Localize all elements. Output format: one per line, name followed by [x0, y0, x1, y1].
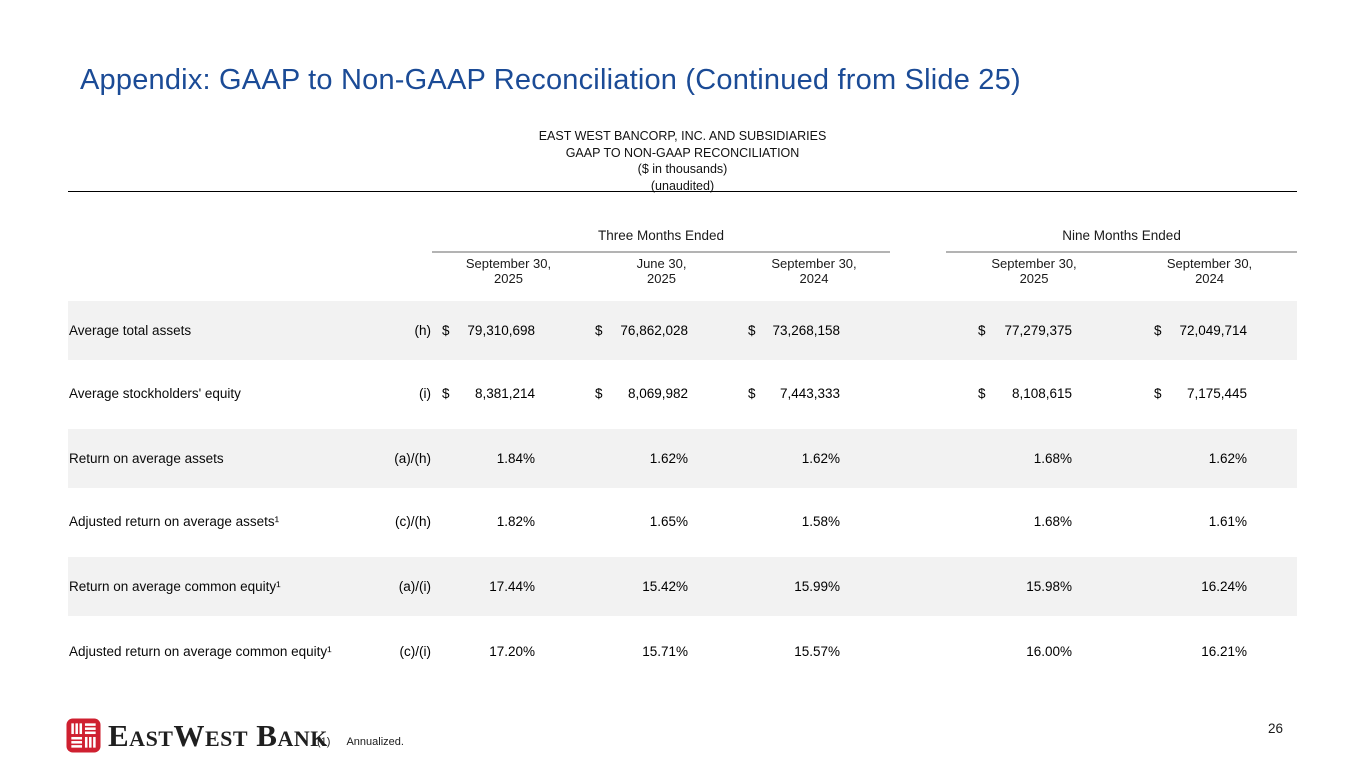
table-cell: $79,310,698 — [432, 295, 585, 364]
table-group-header-row: Three Months Ended Nine Months Ended — [68, 222, 1298, 253]
row-formula: (i) — [419, 386, 431, 402]
table-row: Average stockholders' equity (i) $8,381,… — [68, 362, 1297, 426]
row-formula: (a)/(h) — [390, 423, 432, 492]
table-cell: 1.84% — [432, 423, 585, 492]
row-label: Adjusted return on average assets¹ — [69, 514, 280, 530]
east-west-bank-logo-icon — [66, 718, 101, 753]
table-row: Adjusted return on average common equity… — [68, 618, 1297, 682]
statement-header-units: ($ in thousands) — [637, 162, 728, 176]
table-row: Adjusted return on average assets¹ (c)/(… — [68, 490, 1297, 554]
statement-header-unaudited: (unaudited) — [650, 178, 715, 193]
table-cell: $73,268,158 — [738, 295, 891, 364]
row-label: Return on average assets — [68, 423, 390, 492]
footnote-text: Annualized. — [346, 736, 404, 748]
table-cell: 17.20% — [489, 643, 535, 659]
row-formula: (h) — [390, 295, 432, 364]
table-cell: 1.62% — [738, 423, 891, 492]
table-cell: 1.68% — [1033, 514, 1073, 530]
row-formula: (c)/(h) — [395, 514, 431, 530]
table-cell: 17.44% — [432, 551, 585, 620]
table-cell: $8,069,982 — [595, 386, 688, 402]
table-cell: 15.99% — [738, 551, 891, 620]
table-cell: 1.65% — [649, 514, 688, 530]
table-cell: 15.42% — [585, 551, 738, 620]
table-cell: $8,381,214 — [442, 386, 535, 402]
group-header-nine-months: Nine Months Ended — [946, 222, 1298, 253]
statement-header-title: GAAP TO NON-GAAP RECONCILIATION — [565, 145, 800, 160]
table-cell: 16.24% — [1122, 551, 1298, 620]
table-cell: $7,443,333 — [748, 386, 841, 402]
footnote-marker: (1) — [317, 736, 331, 748]
table-cell: 1.61% — [1208, 514, 1248, 530]
table-cell: $72,049,714 — [1122, 295, 1298, 364]
table-cell: 1.62% — [1122, 423, 1298, 492]
footnote: (1) Annualized. — [317, 736, 404, 748]
row-formula: (c)/(i) — [399, 643, 431, 659]
statement-header: EAST WEST BANCORP, INC. AND SUBSIDIARIES… — [68, 128, 1297, 194]
table-cell: 1.68% — [946, 423, 1123, 492]
statement-header-company: EAST WEST BANCORP, INC. AND SUBSIDIARIES — [538, 129, 827, 143]
table-cell: $77,279,375 — [946, 295, 1123, 364]
table-cell: 15.98% — [946, 551, 1123, 620]
row-label: Average stockholders' equity — [69, 386, 241, 402]
table-column-header-row: September 30, 2025 June 30, 2025 Septemb… — [68, 252, 1298, 300]
reconciliation-table: Three Months Ended Nine Months Ended Sep… — [68, 222, 1298, 682]
table-cell: $76,862,028 — [585, 295, 738, 364]
table-cell: $7,175,445 — [1154, 386, 1248, 402]
column-header-sep30-2024-q: September 30, 2024 — [738, 252, 891, 300]
column-header-sep30-2024-ytd: September 30, 2024 — [1122, 252, 1298, 300]
table-row: Average total assets (h) $79,310,698 $76… — [68, 295, 1298, 364]
row-label: Average total assets — [68, 295, 390, 364]
column-header-sep30-2025-q: September 30, 2025 — [432, 252, 585, 300]
page-title: Appendix: GAAP to Non-GAAP Reconciliatio… — [80, 64, 1021, 96]
table-row: Return on average common equity¹ (a)/(i)… — [68, 551, 1298, 620]
table-cell: $8,108,615 — [978, 386, 1073, 402]
table-cell: 15.57% — [794, 643, 841, 659]
table-cell: 1.82% — [496, 514, 535, 530]
row-formula: (a)/(i) — [390, 551, 432, 620]
table-cell: 1.62% — [585, 423, 738, 492]
group-header-three-months: Three Months Ended — [432, 222, 891, 253]
column-header-jun30-2025: June 30, 2025 — [585, 252, 738, 300]
table-row: Return on average assets (a)/(h) 1.84% 1… — [68, 423, 1298, 492]
east-west-bank-wordmark: EastWest Bank — [108, 718, 328, 753]
column-header-sep30-2025-ytd: September 30, 2025 — [946, 252, 1123, 300]
table-cell: 1.58% — [801, 514, 841, 530]
row-label: Return on average common equity¹ — [68, 551, 390, 620]
row-label: Adjusted return on average common equity… — [69, 643, 332, 659]
table-cell: 16.00% — [1026, 643, 1073, 659]
header-divider-line — [68, 191, 1297, 192]
table-cell: 15.71% — [642, 643, 688, 659]
table-cell: 16.21% — [1201, 643, 1248, 659]
east-west-bank-logo: EastWest Bank — [66, 718, 328, 753]
page-number: 26 — [1267, 721, 1283, 736]
